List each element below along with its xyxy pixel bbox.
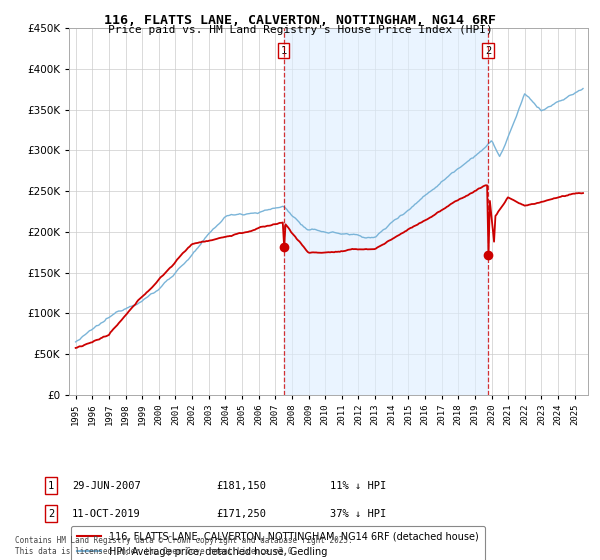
Legend: 116, FLATTS LANE, CALVERTON, NOTTINGHAM, NG14 6RF (detached house), HPI: Average: 116, FLATTS LANE, CALVERTON, NOTTINGHAM,… (71, 526, 485, 560)
Text: Contains HM Land Registry data © Crown copyright and database right 2025.
This d: Contains HM Land Registry data © Crown c… (15, 536, 353, 556)
Text: 2: 2 (48, 508, 54, 519)
Text: 11% ↓ HPI: 11% ↓ HPI (330, 480, 386, 491)
Text: 2: 2 (485, 46, 491, 56)
Text: 29-JUN-2007: 29-JUN-2007 (72, 480, 141, 491)
Text: 116, FLATTS LANE, CALVERTON, NOTTINGHAM, NG14 6RF: 116, FLATTS LANE, CALVERTON, NOTTINGHAM,… (104, 14, 496, 27)
Text: 37% ↓ HPI: 37% ↓ HPI (330, 508, 386, 519)
Text: £171,250: £171,250 (216, 508, 266, 519)
Text: 1: 1 (48, 480, 54, 491)
Text: £181,150: £181,150 (216, 480, 266, 491)
Text: 1: 1 (280, 46, 287, 56)
Text: Price paid vs. HM Land Registry's House Price Index (HPI): Price paid vs. HM Land Registry's House … (107, 25, 493, 35)
Bar (284, 28, 488, 395)
Text: 11-OCT-2019: 11-OCT-2019 (72, 508, 141, 519)
